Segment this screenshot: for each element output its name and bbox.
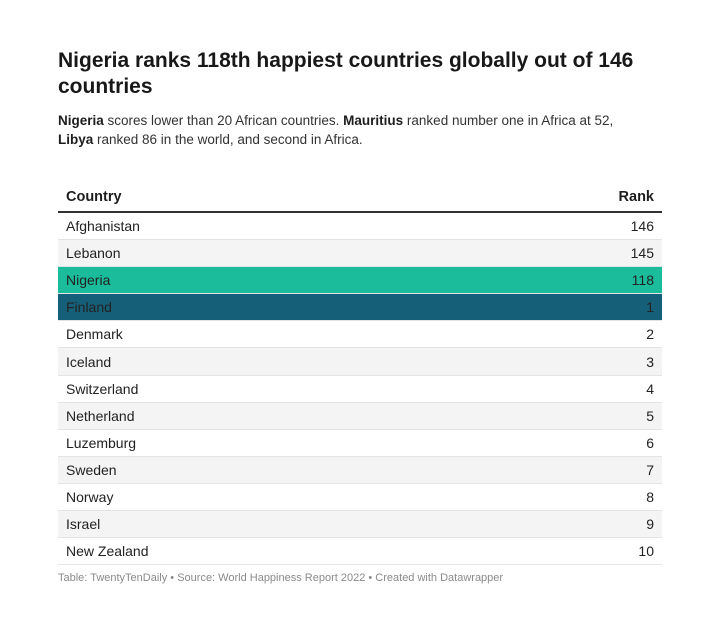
- cell-country: Afghanistan: [58, 212, 455, 241]
- table-row: New Zealand 10: [58, 537, 662, 566]
- cell-country: Switzerland: [58, 375, 455, 403]
- table-row: Switzerland 4: [58, 375, 662, 403]
- table-row: Denmark 2: [58, 320, 662, 349]
- cell-country: Sweden: [58, 456, 455, 484]
- table-row: Sweden 7: [58, 456, 662, 484]
- cell-country: Denmark: [58, 320, 455, 349]
- subtitle-text-1: scores lower than 20 African countries.: [103, 113, 344, 128]
- cell-rank: 10: [454, 537, 662, 566]
- cell-country: Finland: [58, 293, 455, 322]
- table-row: Norway 8: [58, 483, 662, 512]
- table-row: Israel 9: [58, 510, 662, 539]
- table-row: Netherland 5: [58, 402, 662, 430]
- table-row: Afghanistan 146: [58, 212, 662, 241]
- table-footer: Table: TwentyTenDaily • Source: World Ha…: [58, 572, 504, 584]
- cell-rank: 1: [454, 293, 662, 322]
- subtitle-text-3: ranked 86 in the world, and second in Af…: [93, 132, 363, 147]
- cell-rank: 118: [454, 266, 662, 295]
- table-row: Iceland 3: [58, 347, 662, 376]
- cell-rank: 146: [454, 212, 662, 241]
- table-row: Lebanon 145: [58, 239, 662, 268]
- subtitle-highlight-libya: Libya: [58, 132, 94, 147]
- cell-rank: 3: [454, 347, 662, 376]
- cell-country: Luzemburg: [58, 429, 455, 457]
- cell-rank: 5: [454, 402, 662, 430]
- table-row: Luzemburg 6: [58, 429, 662, 457]
- cell-country: Nigeria: [58, 266, 455, 295]
- table-header-row: Country Rank: [58, 177, 662, 213]
- chart-subtitle: Nigeria scores lower than 20 African cou…: [58, 111, 662, 149]
- rank-table: Country Rank Afghanistan 146 Lebanon 145 Nig…: [58, 177, 662, 566]
- cell-rank: 4: [454, 375, 662, 403]
- cell-country: New Zealand: [58, 537, 455, 566]
- cell-rank: 9: [454, 510, 662, 539]
- cell-country: Lebanon: [58, 239, 455, 268]
- cell-country: Israel: [58, 510, 455, 539]
- table-row: Nigeria 118: [58, 266, 662, 295]
- cell-rank: 145: [454, 239, 662, 268]
- cell-country: Iceland: [58, 347, 455, 376]
- cell-country: Norway: [58, 483, 455, 512]
- chart-title: Nigeria ranks 118th happiest countries g…: [58, 49, 634, 98]
- column-header-country[interactable]: Country: [58, 177, 455, 213]
- table-body: Afghanistan 146 Lebanon 145 Nigeria 118 Finlan…: [58, 212, 662, 566]
- cell-rank: 7: [454, 456, 662, 484]
- cell-rank: 8: [454, 483, 662, 512]
- cell-country: Netherland: [58, 402, 455, 430]
- subtitle-highlight-nigeria: Nigeria: [58, 113, 104, 128]
- subtitle-highlight-mauritius: Mauritius: [343, 113, 404, 128]
- table-widget: Nigeria ranks 118th happiest countries g…: [58, 48, 662, 566]
- column-header-rank[interactable]: Rank: [454, 177, 662, 213]
- cell-rank: 2: [454, 320, 662, 349]
- cell-rank: 6: [454, 429, 662, 457]
- table-row: Finland 1: [58, 293, 662, 322]
- subtitle-text-2: ranked number one in Africa at 52,: [403, 113, 614, 128]
